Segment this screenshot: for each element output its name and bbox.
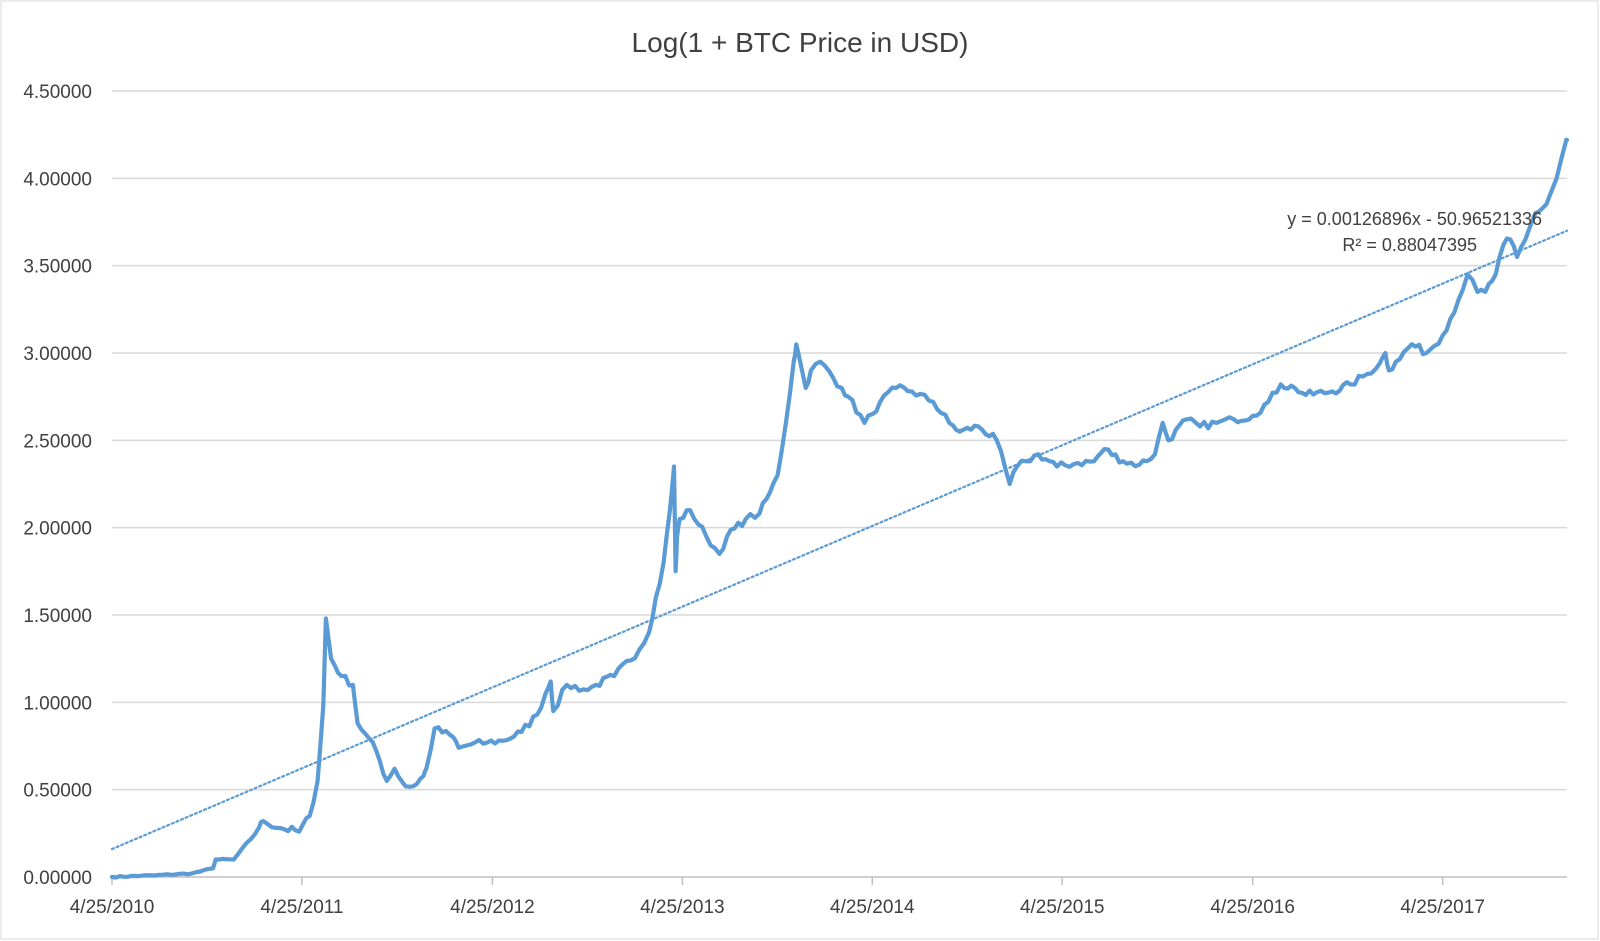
x-tick-label: 4/25/2016: [1210, 897, 1295, 918]
y-tick-label: 1.50000: [23, 606, 92, 627]
x-tick-label: 4/25/2011: [260, 897, 343, 918]
chart-title: Log(1 + BTC Price in USD): [632, 27, 969, 58]
y-tick-label: 4.00000: [23, 169, 92, 190]
trendline-group: [110, 229, 1569, 851]
x-tick-label: 4/25/2015: [1020, 897, 1105, 918]
trendline-r-squared: R² = 0.88047395: [1342, 235, 1477, 255]
y-tick-label: 2.50000: [23, 431, 92, 452]
btc-price-series-line: [109, 137, 1570, 880]
x-tick-label: 4/25/2013: [640, 897, 725, 918]
y-tick-label: 2.00000: [23, 519, 92, 540]
y-tick-label: 1.00000: [23, 693, 92, 714]
trendline-equation: y = 0.00126896x - 50.96521336: [1287, 209, 1542, 229]
series-group: [109, 137, 1570, 880]
y-tick-label: 3.00000: [23, 344, 92, 365]
x-tick-label: 4/25/2017: [1400, 897, 1485, 918]
x-tick-label: 4/25/2014: [830, 897, 915, 918]
x-axis: 4/25/2010 4/25/2011 4/25/2012 4/25/2013 4/25…: [70, 876, 1567, 918]
y-axis: 0.00000 0.50000 1.00000 1.50000 2.00000 2.500…: [23, 82, 92, 889]
y-tick-label: 4.50000: [23, 82, 92, 103]
trendline-labels: y = 0.00126896x - 50.96521336 R² = 0.880…: [1287, 209, 1542, 255]
y-tick-label: 0.50000: [23, 781, 92, 802]
y-tick-label: 0.00000: [23, 868, 92, 889]
y-tick-label: 3.50000: [23, 257, 92, 278]
x-tick-label: 4/25/2010: [70, 897, 155, 918]
trendline: [110, 229, 1569, 851]
x-tick-label: 4/25/2012: [450, 897, 535, 918]
